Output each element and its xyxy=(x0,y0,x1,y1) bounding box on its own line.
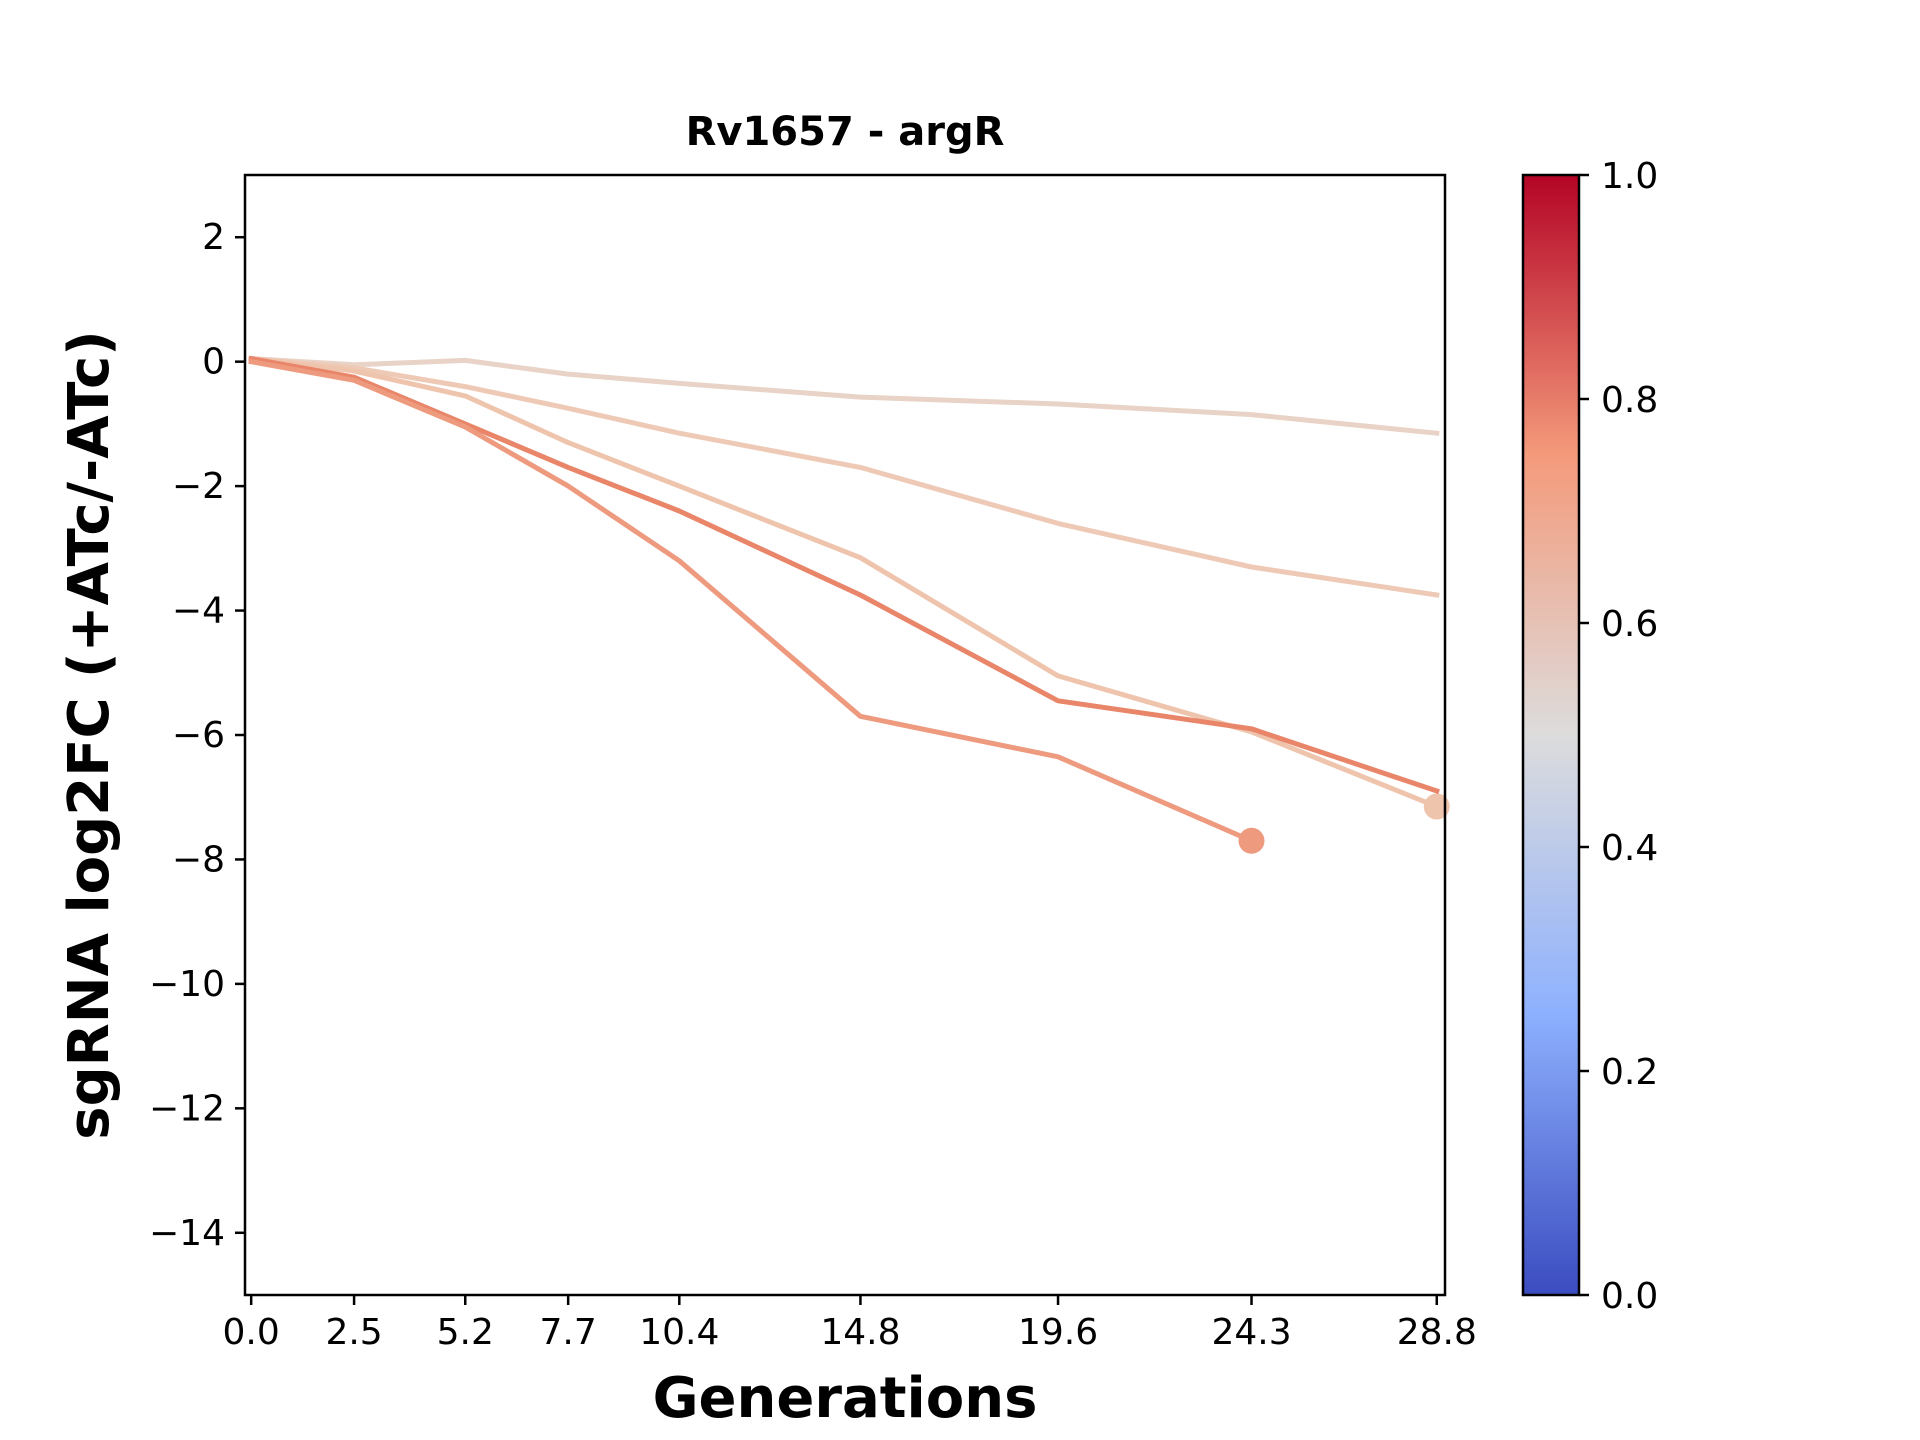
y-axis-label: sgRNA log2FC (+ATc/-ATc) xyxy=(57,330,122,1140)
y-tick-label: −6 xyxy=(172,715,225,756)
x-axis-label: Generations xyxy=(653,1366,1038,1431)
y-tick-label: −12 xyxy=(149,1088,225,1129)
series-line-3 xyxy=(248,355,1441,810)
x-tick-label: 14.8 xyxy=(820,1312,900,1353)
x-tick-label: 24.3 xyxy=(1211,1312,1291,1353)
series-line-5 xyxy=(248,358,1255,845)
y-tick-label: −2 xyxy=(172,466,225,507)
colorbar-tick-label: 1.0 xyxy=(1601,156,1658,197)
series-line-1 xyxy=(248,355,1440,436)
y-tick-label: 2 xyxy=(202,217,225,258)
x-tick-label: 28.8 xyxy=(1397,1312,1477,1353)
y-tick-label: −8 xyxy=(172,839,225,880)
colorbar-tick-label: 0.4 xyxy=(1601,828,1658,869)
x-tick-label: 0.0 xyxy=(223,1312,280,1353)
series-end-marker-3 xyxy=(1423,793,1450,820)
x-tick-label: 19.6 xyxy=(1018,1312,1098,1353)
colorbar-tick-label: 0.2 xyxy=(1601,1052,1658,1093)
y-tick-label: −4 xyxy=(172,591,225,632)
x-tick-label: 5.2 xyxy=(437,1312,494,1353)
y-tick-label: 0 xyxy=(202,342,225,383)
chart-title: Rv1657 - argR xyxy=(686,109,1005,155)
colorbar-tick-label: 0.8 xyxy=(1601,380,1658,421)
colorbar xyxy=(1521,173,1581,1297)
series-line-2 xyxy=(248,355,1440,598)
colorbar-tick-label: 0.6 xyxy=(1601,604,1658,645)
x-tick-label: 7.7 xyxy=(540,1312,597,1353)
series-layer xyxy=(248,355,1450,854)
y-axis: 2 0 −2 −4 −6 −8 −10 −12 −14 xyxy=(149,217,245,1254)
y-tick-label: −10 xyxy=(149,964,225,1005)
y-tick-label: −14 xyxy=(149,1213,225,1254)
x-tick-label: 10.4 xyxy=(639,1312,719,1353)
colorbar-tick-label: 0.0 xyxy=(1601,1276,1658,1317)
series-line-4 xyxy=(248,355,1440,795)
x-tick-label: 2.5 xyxy=(325,1312,382,1353)
colorbar-axis: 0.0 0.2 0.4 0.6 0.8 1.0 xyxy=(1579,156,1658,1317)
series-end-marker-5 xyxy=(1238,827,1265,854)
x-axis: 0.0 2.5 5.2 7.7 10.4 14.8 19.6 24.3 28.8 xyxy=(223,1295,1477,1353)
